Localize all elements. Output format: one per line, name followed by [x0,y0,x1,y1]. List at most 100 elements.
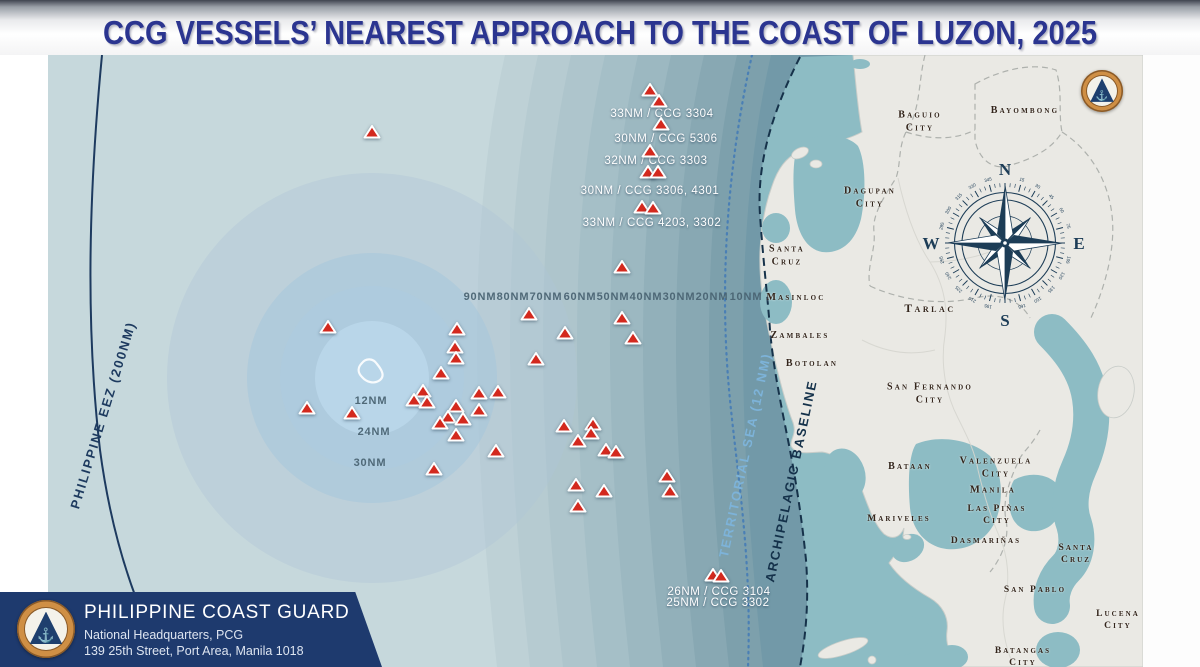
ccg-vessel-marker [556,326,574,341]
ccg-vessel-marker [418,395,436,410]
ccg-vessel-marker [527,352,545,367]
scarborough-shoal-rings [167,173,577,583]
ccg-vessel-marker [712,569,730,584]
bays-and-lakes [760,59,1110,667]
manila-bay [908,439,1001,550]
ccg-vessel-marker [425,462,443,477]
ccg-vessel-marker [641,83,659,98]
svg-text:W: W [923,234,940,253]
ccg-vessel-marker [343,406,361,421]
svg-text:255: 255 [938,255,945,264]
ccg-vessel-marker [319,320,337,335]
eez-line [89,55,137,599]
ccg-vessel-marker [569,434,587,449]
ccg-vessel-marker [641,144,659,159]
svg-text:S: S [1000,311,1009,330]
ccg-vessel-marker [597,443,615,458]
ccg-vessel-marker [447,428,465,443]
svg-text:E: E [1073,234,1084,253]
svg-text:225: 225 [954,285,963,294]
ccg-vessel-marker [624,331,642,346]
svg-text:315: 315 [954,192,963,201]
ccg-vessel-marker [652,117,670,132]
islands [791,146,1135,665]
ccg-vessel-marker [454,412,472,427]
ccg-vessel-marker [607,445,625,460]
ccg-vessel-marker [661,484,679,499]
ccg-vessel-marker [414,384,432,399]
balayan-bay [936,645,968,667]
ccg-vessel-marker [613,311,631,326]
footer-address-line1: National Headquarters, PCG [84,628,244,642]
ccg-vessel-marker [470,403,488,418]
svg-text:150: 150 [1033,296,1043,304]
ccg-vessel-marker [431,416,449,431]
ccg-vessel-marker [649,165,667,180]
subic-bay [824,448,866,500]
tayabas-bay [1036,632,1080,667]
ccg-vessel-marker [298,401,316,416]
page-title: CCG VESSELS’ NEAREST APPROACH TO THE COA… [103,14,1097,51]
footer-banner: ⚓ PHILIPPINE COAST GUARD National Headqu… [0,592,382,667]
ccg-vessel-marker [569,499,587,514]
ccg-vessel-marker [447,351,465,366]
east-channel [1033,314,1110,624]
left-margin [0,55,48,667]
svg-text:60: 60 [1058,207,1065,214]
ccg-vessel-marker [363,125,381,140]
svg-text:75: 75 [1065,223,1071,230]
luzon-map: 15 30 45 60 75 105 120 135 150 165 195 210 225 240 255… [48,55,1143,667]
bolinao-islet-2 [809,159,823,169]
north-cove [850,59,870,69]
svg-text:345: 345 [984,176,993,183]
ccg-vessel-marker [567,478,585,493]
svg-text:330: 330 [968,182,978,190]
svg-text:15: 15 [1019,177,1026,183]
ccg-vessel-marker [595,484,613,499]
pcg-seal-small: ⚓ [1081,70,1123,112]
svg-text:30: 30 [1034,183,1041,190]
ccg-vessel-marker [432,366,450,381]
right-margin [1143,55,1200,667]
svg-text:45: 45 [1048,193,1055,200]
ccg-vessel-marker [613,260,631,275]
ccg-vessel-marker [489,385,507,400]
svg-text:120: 120 [1057,271,1065,281]
polillo-island [1097,365,1135,419]
ccg-vessel-marker [487,444,505,459]
ccg-vessel-marker [633,200,651,215]
territorial-sea-line [723,55,754,667]
ccg-vessel-marker [405,393,423,408]
bolinao-islet [791,146,809,160]
svg-text:300: 300 [944,205,952,215]
ccg-vessel-marker [650,94,668,109]
ccg-vessel-marker [658,469,676,484]
ccg-vessel-marker [644,201,662,216]
header-banner: CCG VESSELS’ NEAREST APPROACH TO THE COA… [0,0,1200,55]
batangas-bay [864,615,932,657]
svg-text:N: N [999,160,1012,179]
laguna-de-bay [1008,474,1064,532]
masinloc-bay [760,280,792,324]
archipelagic-baseline-line [758,56,809,667]
ccg-vessel-marker [447,399,465,414]
footer-address-line2: 139 25th Street, Port Area, Manila 1018 [84,644,304,658]
ccg-vessel-marker [520,307,538,322]
manila-bay-mouth [891,533,925,563]
footer-org-name: PHILIPPINE COAST GUARD [84,602,350,623]
scarborough-shoal-outline [357,358,384,384]
lubang-island [817,637,869,659]
svg-text:195: 195 [983,303,992,310]
islet [867,655,877,665]
province-borders [868,55,1114,573]
svg-text:165: 165 [1017,303,1026,310]
svg-text:105: 105 [1065,256,1072,265]
ccg-vessel-marker [582,426,600,441]
ccg-vessel-marker [448,322,466,337]
ccg-vessel-marker [555,419,573,434]
corregidor-island [902,534,912,540]
shoal-ring [315,321,429,435]
santa-cruz-bay [762,213,790,243]
